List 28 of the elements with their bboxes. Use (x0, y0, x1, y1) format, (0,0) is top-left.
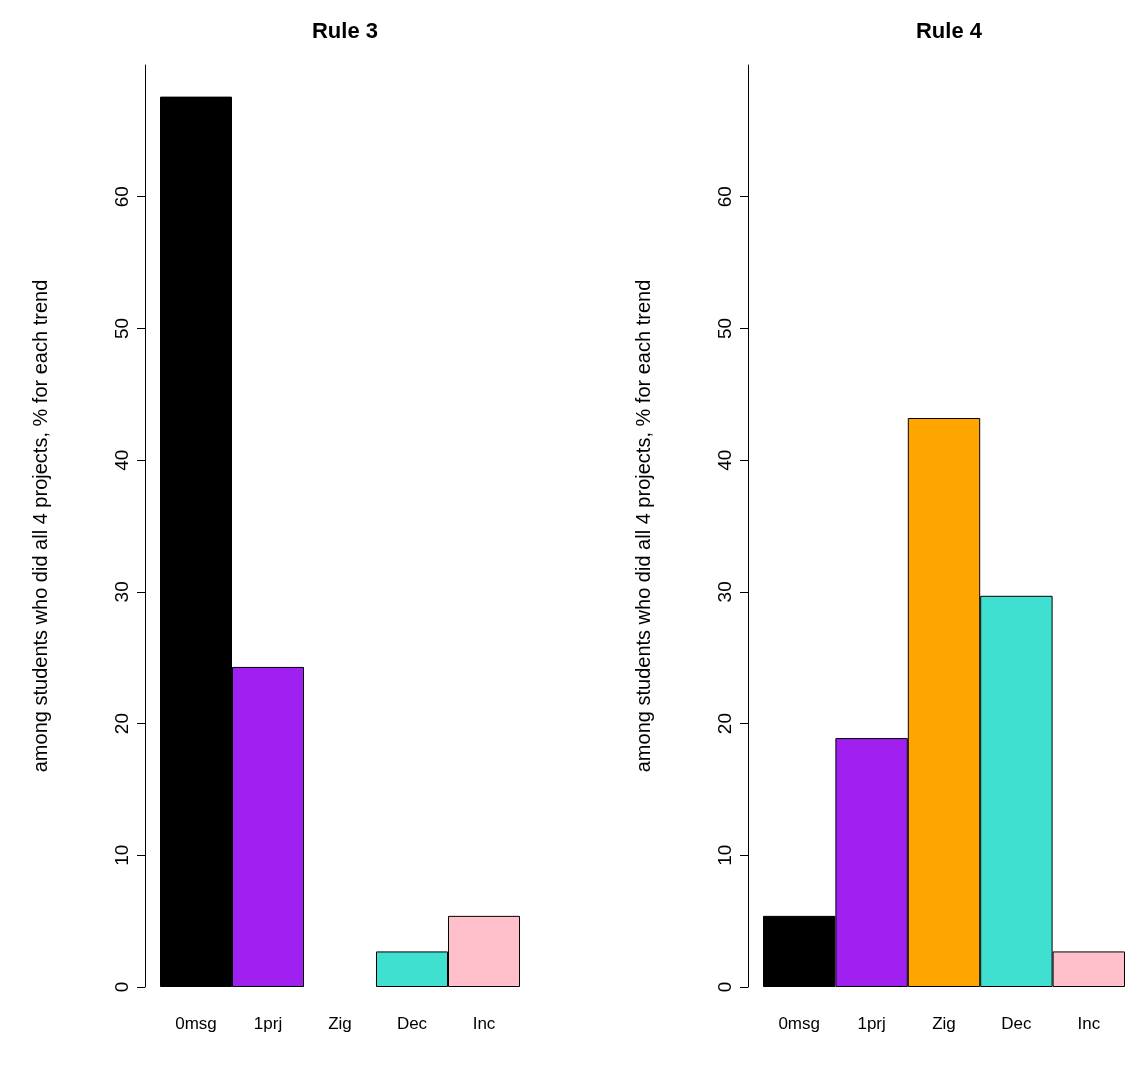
y-tick-label: 0 (714, 981, 735, 993)
y-tick-label: 30 (714, 581, 735, 603)
chart-title: Rule 3 (311, 17, 379, 43)
y-tick-label: 60 (111, 186, 132, 208)
x-tick-label: Zig (328, 1014, 352, 1033)
y-tick-label: 50 (714, 317, 735, 339)
y-tick-label: 50 (111, 317, 132, 339)
y-axis-title: among students who did all 4 projects, % for each trend (632, 279, 654, 773)
x-tick-label: Zig (932, 1014, 956, 1033)
y-tick-label: 40 (111, 449, 132, 471)
x-tick-label: 1prj (253, 1014, 283, 1033)
chart-title: Rule 4 (915, 17, 983, 43)
y-tick-label: 0 (111, 981, 132, 993)
y-tick-label: 60 (714, 186, 735, 208)
y-tick-label: 20 (111, 713, 132, 735)
y-tick-label: 30 (111, 581, 132, 603)
x-tick-label: Dec (396, 1014, 428, 1033)
x-tick-label: Dec (1001, 1014, 1033, 1033)
x-tick-label: Inc (1077, 1014, 1101, 1033)
x-tick-label: Inc (472, 1014, 496, 1033)
y-tick-label: 40 (714, 449, 735, 471)
y-tick-label: 20 (714, 713, 735, 735)
y-tick-label: 10 (111, 844, 132, 866)
x-tick-label: 1prj (857, 1014, 886, 1033)
y-tick-label: 10 (714, 844, 735, 866)
x-tick-label: 0msg (778, 1014, 820, 1033)
y-axis-title: among students who did all 4 projects, % for each trend (29, 279, 51, 773)
x-tick-label: 0msg (175, 1014, 217, 1033)
